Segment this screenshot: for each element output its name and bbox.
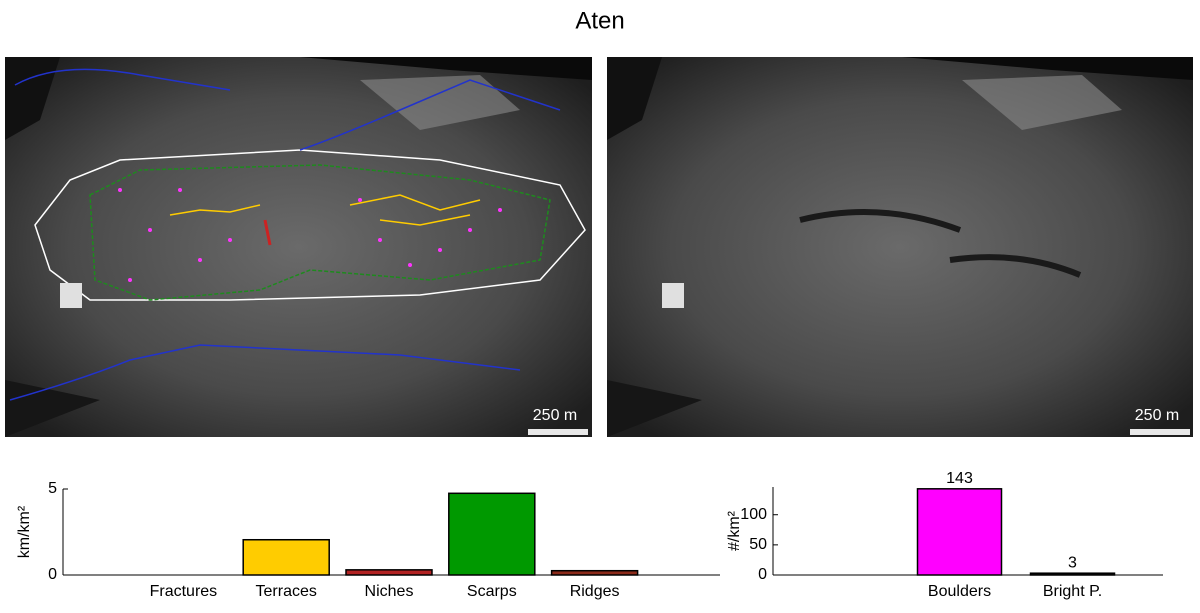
- x-tick-label: Ridges: [570, 583, 620, 600]
- y-tick-label: 0: [48, 566, 57, 583]
- scale-label: 250 m: [1135, 407, 1179, 424]
- value-label: 3: [1068, 554, 1077, 571]
- image-panel: 250 m: [5, 57, 592, 437]
- x-tick-label: Boulders: [928, 583, 991, 600]
- bar: [916, 488, 1003, 576]
- x-tick-label: Scarps: [467, 583, 517, 600]
- figure-title: Aten: [575, 7, 624, 34]
- image-panel: 250 m: [607, 57, 1193, 437]
- bar: [345, 569, 433, 576]
- y-tick-label: 0: [758, 566, 767, 583]
- scale-label: 250 m: [533, 407, 577, 424]
- y-axis-label: km/km²: [16, 505, 33, 558]
- bar: [550, 569, 639, 576]
- value-label: 143: [946, 470, 973, 487]
- y-tick-label: 5: [48, 480, 57, 497]
- x-tick-label: Terraces: [256, 583, 317, 600]
- y-tick-label: 50: [749, 536, 767, 553]
- y-tick-label: 100: [740, 506, 767, 523]
- y-axis-label: #/km²: [726, 510, 743, 551]
- x-tick-label: Fractures: [150, 583, 218, 600]
- bar: [242, 538, 330, 576]
- x-tick-label: Bright P.: [1043, 583, 1102, 600]
- x-tick-label: Niches: [365, 583, 414, 600]
- bar: [448, 492, 536, 576]
